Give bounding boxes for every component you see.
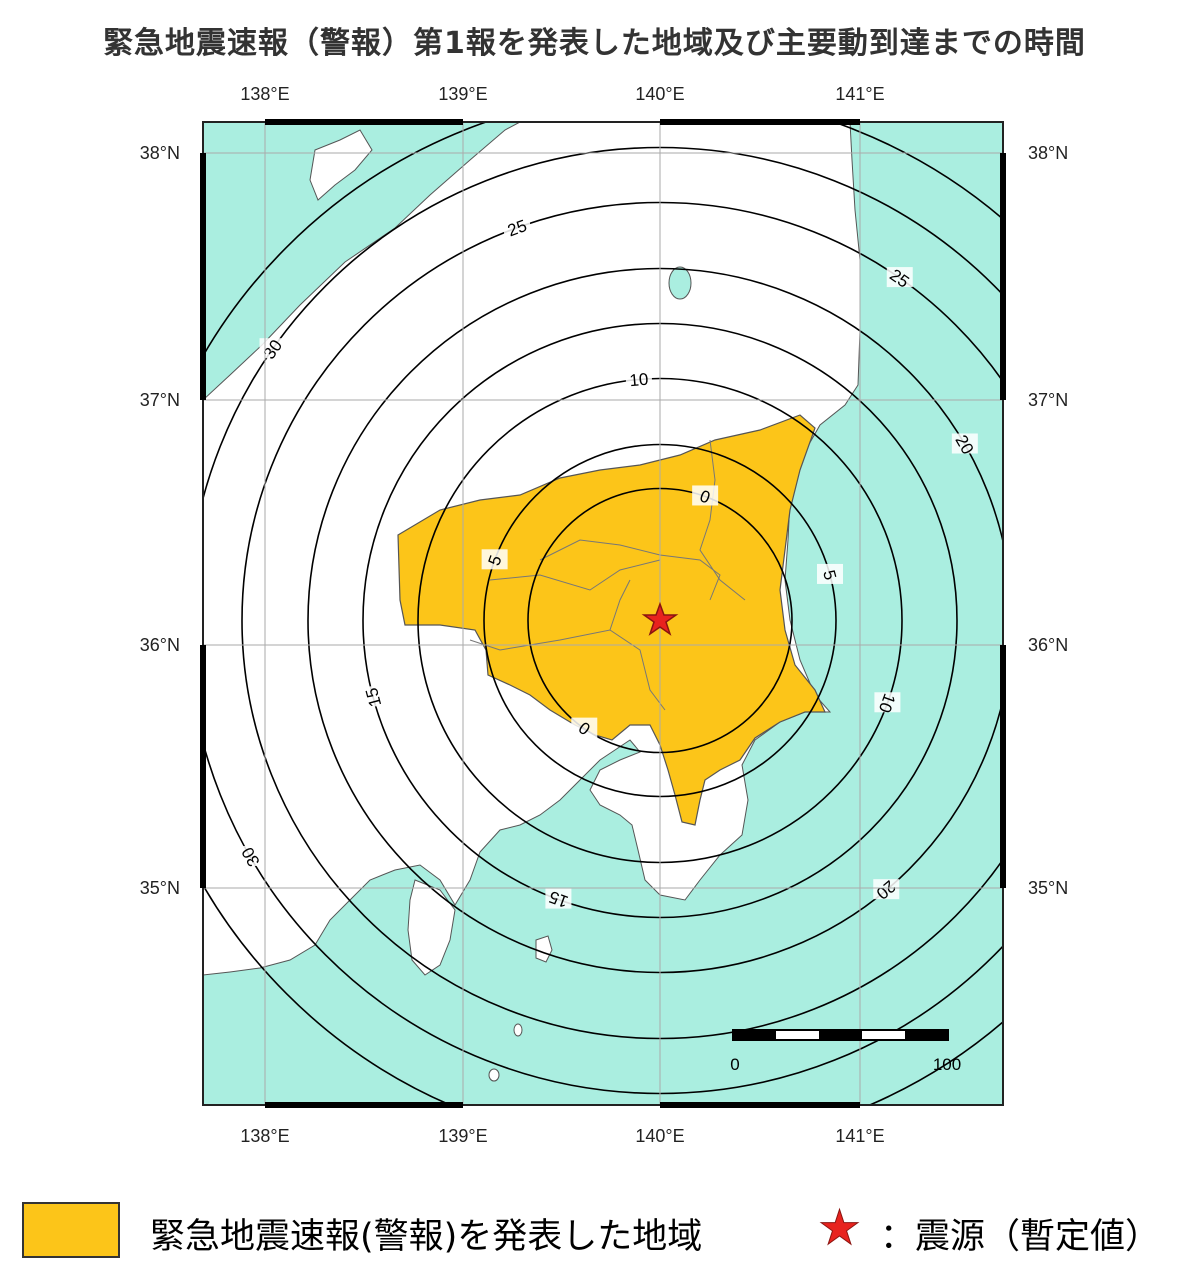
contour-label-5: 5 <box>819 568 840 582</box>
lon-label-bottom-140: 140°E <box>635 1126 684 1146</box>
lat-label-left-38: 38°N <box>140 143 180 163</box>
lon-label-top-138: 138°E <box>240 84 289 104</box>
lat-label-left-36: 36°N <box>140 635 180 655</box>
contour-label-bg <box>692 485 719 506</box>
contour-label-bg <box>951 433 978 454</box>
land-islet-1 <box>513 1023 523 1037</box>
lon-label-top-139: 139°E <box>438 84 487 104</box>
lake-inawashiro <box>668 266 692 300</box>
frame-ticks <box>200 119 1006 1108</box>
legend-star-icon: ★ <box>817 1200 862 1257</box>
contour-label-bg <box>504 216 531 237</box>
warning-area <box>397 414 826 826</box>
graticule <box>203 122 1003 1105</box>
contour-label-bg <box>1080 912 1106 932</box>
legend-star-label: ：震源（暫定値） <box>880 1217 1161 1257</box>
contour-label-35: 35 <box>1079 910 1105 936</box>
scale-bar-end: 100 <box>933 1055 961 1074</box>
contour-label-bg <box>817 563 844 584</box>
lat-label-right-38: 38°N <box>1028 143 1068 163</box>
land-sado <box>309 129 373 201</box>
contour-label-35: 35 <box>1079 910 1105 936</box>
contour-label-bg <box>545 888 572 909</box>
lat-label-left-35: 35°N <box>140 878 180 898</box>
contour-label-bg <box>1080 912 1106 932</box>
contour-label-bg <box>886 267 913 288</box>
land-izu <box>407 879 456 976</box>
lat-label-right-37: 37°N <box>1028 390 1068 410</box>
contour-label-10: 10 <box>629 370 650 391</box>
lon-label-top-141: 141°E <box>835 84 884 104</box>
contour-label-bg <box>360 686 387 707</box>
land-oshima <box>535 935 553 963</box>
contour-label-bg <box>625 368 652 389</box>
contour-label-bg <box>874 692 901 713</box>
lon-label-top-140: 140°E <box>635 84 684 104</box>
lon-label-bottom-141: 141°E <box>835 1126 884 1146</box>
contour-label-bg <box>571 717 598 738</box>
legend-area-label: 緊急地震速報(警報)を発表した地域 <box>150 1217 703 1257</box>
legend-area-swatch <box>22 1202 120 1258</box>
contour-label-15: 15 <box>362 686 385 709</box>
map-title: 緊急地震速報（警報）第1報を発表した地域及び主要動到達までの時間 <box>103 26 1086 61</box>
prefecture-boundaries <box>469 439 746 711</box>
land-islet-2 <box>488 1068 500 1082</box>
contour-label-bg <box>873 879 900 900</box>
map-frame <box>202 121 1004 1106</box>
lon-label-bottom-138: 138°E <box>240 1126 289 1146</box>
epicenter-star <box>641 601 679 636</box>
scale-bar-start: 0 <box>730 1055 739 1074</box>
scale-bar: 0 100 <box>730 1029 961 1074</box>
contour-label-bg <box>481 549 508 570</box>
contour-label-bg <box>237 846 264 866</box>
lat-label-left-37: 37°N <box>140 390 180 410</box>
lon-label-bottom-139: 139°E <box>438 1126 487 1146</box>
lat-label-right-35: 35°N <box>1028 878 1068 898</box>
contour-label-bg <box>259 338 286 359</box>
lat-label-right-36: 36°N <box>1028 635 1068 655</box>
